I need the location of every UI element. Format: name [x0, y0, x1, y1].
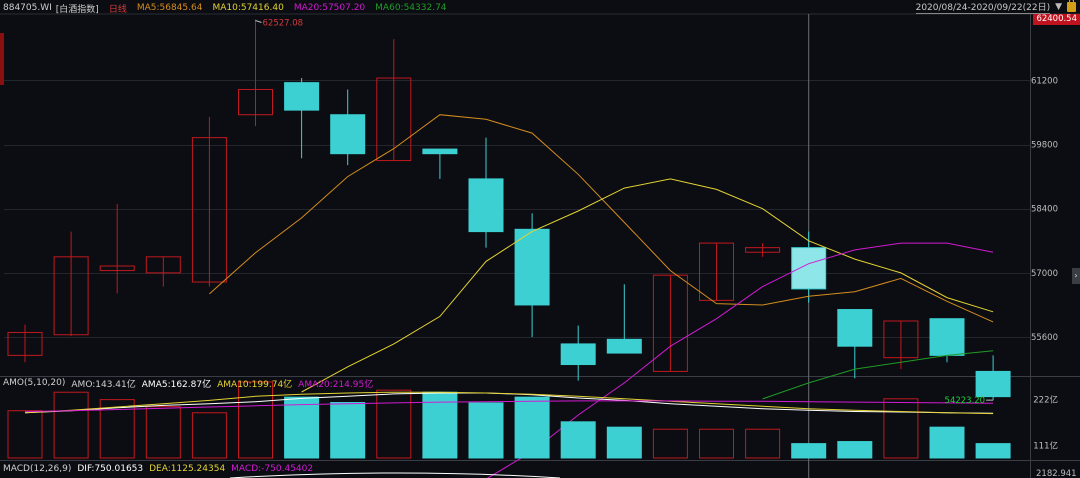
- price-tick-label: 57000: [1031, 269, 1058, 279]
- ma5-value: MA5:56845.64: [136, 3, 203, 13]
- ama5-value: AMA5:162.87亿: [141, 379, 212, 390]
- ma10-line: [301, 178, 994, 393]
- amo-bar: [468, 402, 504, 459]
- ma5-line: [209, 114, 994, 323]
- amo-bar: [652, 428, 688, 459]
- macd-tick-label: 2182.941: [1036, 469, 1077, 478]
- candle-body: [191, 137, 227, 283]
- side-panel-tab[interactable]: [0, 33, 4, 85]
- candle-body: [514, 228, 550, 306]
- macd-header: MACD(12,26,9) DIF:750.01653 DEA:1125.243…: [3, 463, 313, 475]
- candle-body: [99, 265, 135, 272]
- low-label: 54223.20: [945, 396, 986, 406]
- price-tick-label: 59800: [1031, 141, 1058, 151]
- amo-bar: [330, 402, 366, 459]
- candle-body: [468, 178, 504, 233]
- amo-bar: [422, 391, 458, 459]
- candle-body: [883, 320, 919, 359]
- ama10-value: AMA10:199.74亿: [217, 379, 293, 390]
- candle-body: [837, 309, 873, 347]
- amo-label: AMO(5,10,20): [3, 378, 66, 388]
- candle-body: [376, 77, 412, 162]
- high-marker: [255, 20, 262, 23]
- security-code: 884705.WI: [3, 3, 52, 13]
- amo-bar: [99, 399, 135, 459]
- candle-body: [745, 247, 781, 253]
- amo-value: AMO:143.41亿: [71, 379, 136, 390]
- amo-bar: [975, 443, 1011, 459]
- amo-bar: [560, 421, 596, 459]
- candle-body: [53, 256, 89, 336]
- ma60-line: [762, 350, 994, 400]
- candle-body: [422, 148, 458, 155]
- dif-line: [229, 472, 561, 478]
- candle-body: [791, 247, 827, 290]
- lock-icon[interactable]: [1067, 0, 1076, 12]
- candle-body: [145, 256, 181, 274]
- amo-header: AMO(5,10,20) AMO:143.41亿 AMA5:162.87亿 AM…: [3, 377, 374, 390]
- ma20-value: MA20:57507.20: [293, 3, 366, 13]
- amo-tick-label: 222亿: [1033, 395, 1058, 406]
- macd-value: MACD:-750.45402: [231, 464, 314, 474]
- dea-value: DEA:1125.24354: [149, 464, 226, 474]
- price-tick-label: 58400: [1031, 205, 1058, 215]
- candle-body: [699, 242, 734, 301]
- candle-body: [284, 82, 320, 111]
- chart-header: 884705.WI [白酒指数] 日线 MA5:56845.64 MA10:57…: [3, 2, 447, 15]
- date-range[interactable]: 2020/08/24-2020/09/22(22日): [915, 0, 1051, 14]
- amo-bar: [606, 426, 642, 459]
- amo-bar: [883, 398, 919, 459]
- collapse-arrow-icon[interactable]: ›: [1072, 268, 1080, 284]
- amo-bar: [745, 428, 781, 459]
- amo-bar: [929, 426, 965, 459]
- ama10-line: [24, 391, 994, 415]
- ma10-value: MA10:57416.40: [212, 3, 284, 13]
- security-name: [白酒指数]: [55, 4, 99, 15]
- last-price-tag: 62400.54: [1033, 14, 1080, 25]
- dif-value: DIF:750.01653: [77, 464, 144, 474]
- ma20-line: [486, 242, 994, 478]
- candle-body: [330, 114, 366, 155]
- price-tick-label: 55600: [1031, 333, 1058, 343]
- amo-tick-label: 111亿: [1033, 440, 1058, 451]
- amo-bar: [53, 391, 89, 459]
- candle-body: [606, 338, 642, 354]
- amo-bar: [284, 396, 320, 459]
- amo-bar: [376, 389, 412, 459]
- date-range-bar: 2020/08/24-2020/09/22(22日) ▼: [915, 0, 1080, 14]
- candle-body: [975, 370, 1011, 398]
- candle-body: [652, 274, 688, 372]
- high-label: 62527.08: [263, 19, 304, 29]
- ama20-line: [24, 400, 994, 412]
- ma60-value: MA60:54332.74: [375, 3, 447, 13]
- price-tick-label: 61200: [1031, 76, 1058, 86]
- amo-bar: [514, 396, 550, 459]
- amo-bar: [837, 441, 873, 459]
- amo-bar: [7, 410, 43, 459]
- candle-body: [929, 318, 965, 356]
- amo-bar: [191, 412, 227, 459]
- period-label[interactable]: 日线: [108, 4, 127, 15]
- amo-bar: [699, 428, 734, 459]
- candle-body: [560, 343, 596, 366]
- candle-body: [238, 89, 273, 116]
- ama20-value: AMA20:214.95亿: [298, 379, 374, 390]
- amo-bar: [238, 381, 273, 459]
- candle-body: [7, 331, 43, 356]
- amo-bar: [145, 406, 181, 459]
- chevron-down-icon[interactable]: ▼: [1055, 1, 1062, 12]
- amo-bar: [791, 443, 827, 459]
- macd-label: MACD(12,26,9): [3, 464, 72, 474]
